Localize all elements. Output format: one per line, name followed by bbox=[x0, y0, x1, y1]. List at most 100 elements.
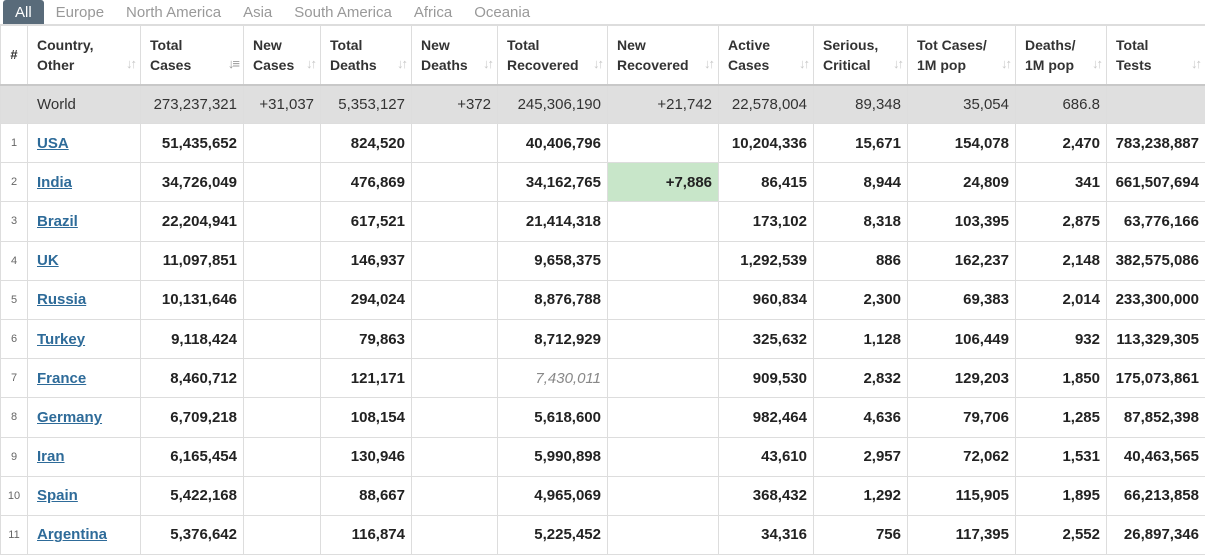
cases-per-m-cell: 106,449 bbox=[908, 319, 1016, 358]
tab-oceania[interactable]: Oceania bbox=[464, 0, 540, 24]
sort-icon[interactable]: ↓↑ bbox=[1191, 54, 1200, 74]
total-cases-cell: 22,204,941 bbox=[141, 202, 244, 241]
total-cases-cell: 8,460,712 bbox=[141, 359, 244, 398]
new-recovered-cell bbox=[608, 476, 719, 515]
sort-icon[interactable]: ↓↑ bbox=[1001, 54, 1010, 74]
new-cases-cell bbox=[244, 241, 321, 280]
new-cases-cell bbox=[244, 124, 321, 163]
total-deaths-cell: 824,520 bbox=[321, 124, 412, 163]
total-recovered-cell: 40,406,796 bbox=[498, 124, 608, 163]
column-header-11[interactable]: Deaths/1M pop↓↑ bbox=[1016, 26, 1107, 85]
country-link[interactable]: Brazil bbox=[37, 213, 78, 230]
country-cell: India bbox=[28, 163, 141, 202]
tab-europe[interactable]: Europe bbox=[46, 0, 114, 24]
deaths-per-m-cell: 2,014 bbox=[1016, 280, 1107, 319]
sort-icon[interactable]: ↓↑ bbox=[704, 54, 713, 74]
row-number: 7 bbox=[1, 359, 28, 398]
sort-icon[interactable]: ↓↑ bbox=[306, 54, 315, 74]
new-recovered-cell bbox=[608, 359, 719, 398]
total-tests-cell: 26,897,346 bbox=[1107, 515, 1205, 554]
total-deaths-cell: 5,353,127 bbox=[321, 85, 412, 124]
country-cell: Spain bbox=[28, 476, 141, 515]
total-recovered-cell: 9,658,375 bbox=[498, 241, 608, 280]
total-tests-cell: 113,329,305 bbox=[1107, 319, 1205, 358]
column-label: Recovered bbox=[617, 55, 709, 75]
new-cases-cell bbox=[244, 437, 321, 476]
total-cases-cell: 6,709,218 bbox=[141, 398, 244, 437]
column-label: Serious, bbox=[823, 35, 898, 55]
tab-asia[interactable]: Asia bbox=[233, 0, 282, 24]
sort-icon[interactable]: ↓↑ bbox=[397, 54, 406, 74]
country-link[interactable]: USA bbox=[37, 135, 69, 152]
country-link[interactable]: Germany bbox=[37, 409, 102, 426]
column-label: Critical bbox=[823, 55, 898, 75]
total-tests-cell: 66,213,858 bbox=[1107, 476, 1205, 515]
country-cell: Russia bbox=[28, 280, 141, 319]
total-cases-cell: 6,165,454 bbox=[141, 437, 244, 476]
sort-desc-icon[interactable]: ↓≡ bbox=[228, 54, 238, 74]
country-link[interactable]: Spain bbox=[37, 487, 78, 504]
country-link[interactable]: France bbox=[37, 370, 86, 387]
total-deaths-cell: 617,521 bbox=[321, 202, 412, 241]
sort-icon[interactable]: ↓↑ bbox=[126, 54, 135, 74]
serious-cell: 886 bbox=[814, 241, 908, 280]
sort-icon[interactable]: ↓↑ bbox=[1092, 54, 1101, 74]
country-link[interactable]: Turkey bbox=[37, 331, 85, 348]
total-recovered-cell: 5,618,600 bbox=[498, 398, 608, 437]
active-cases-cell: 368,432 bbox=[719, 476, 814, 515]
column-label: New bbox=[617, 35, 709, 55]
row-number: 9 bbox=[1, 437, 28, 476]
column-header-10[interactable]: Tot Cases/1M pop↓↑ bbox=[908, 26, 1016, 85]
column-label: Recovered bbox=[507, 55, 598, 75]
country-link[interactable]: Iran bbox=[37, 448, 65, 465]
column-label: Deaths/ bbox=[1025, 35, 1097, 55]
total-recovered-cell: 5,225,452 bbox=[498, 515, 608, 554]
tab-south-america[interactable]: South America bbox=[284, 0, 402, 24]
total-deaths-cell: 476,869 bbox=[321, 163, 412, 202]
column-header-1[interactable]: Country,Other↓↑ bbox=[28, 26, 141, 85]
total-tests-cell: 661,507,694 bbox=[1107, 163, 1205, 202]
total-cases-cell: 273,237,321 bbox=[141, 85, 244, 124]
tab-all[interactable]: All bbox=[3, 0, 44, 24]
new-deaths-cell bbox=[412, 476, 498, 515]
country-link[interactable]: Argentina bbox=[37, 526, 107, 543]
active-cases-cell: 43,610 bbox=[719, 437, 814, 476]
country-cell: Germany bbox=[28, 398, 141, 437]
tab-north-america[interactable]: North America bbox=[116, 0, 231, 24]
sort-icon[interactable]: ↓↑ bbox=[593, 54, 602, 74]
new-cases-cell bbox=[244, 359, 321, 398]
column-label: Deaths bbox=[421, 55, 488, 75]
country-link[interactable]: UK bbox=[37, 252, 59, 269]
column-label: Cases bbox=[150, 55, 234, 75]
tab-africa[interactable]: Africa bbox=[404, 0, 462, 24]
cases-per-m-cell: 72,062 bbox=[908, 437, 1016, 476]
new-recovered-cell bbox=[608, 241, 719, 280]
sort-icon[interactable]: ↓↑ bbox=[799, 54, 808, 74]
new-cases-cell bbox=[244, 476, 321, 515]
total-deaths-cell: 108,154 bbox=[321, 398, 412, 437]
serious-cell: 1,292 bbox=[814, 476, 908, 515]
column-label: Active bbox=[728, 35, 804, 55]
sort-icon[interactable]: ↓↑ bbox=[893, 54, 902, 74]
sort-icon[interactable]: ↓↑ bbox=[483, 54, 492, 74]
total-cases-cell: 10,131,646 bbox=[141, 280, 244, 319]
country-link[interactable]: Russia bbox=[37, 291, 86, 308]
new-deaths-cell bbox=[412, 359, 498, 398]
country-link[interactable]: India bbox=[37, 174, 72, 191]
column-header-9[interactable]: Serious,Critical↓↑ bbox=[814, 26, 908, 85]
country-cell: Brazil bbox=[28, 202, 141, 241]
column-label: Tests bbox=[1116, 55, 1196, 75]
total-tests-cell: 175,073,861 bbox=[1107, 359, 1205, 398]
row-number: 6 bbox=[1, 319, 28, 358]
